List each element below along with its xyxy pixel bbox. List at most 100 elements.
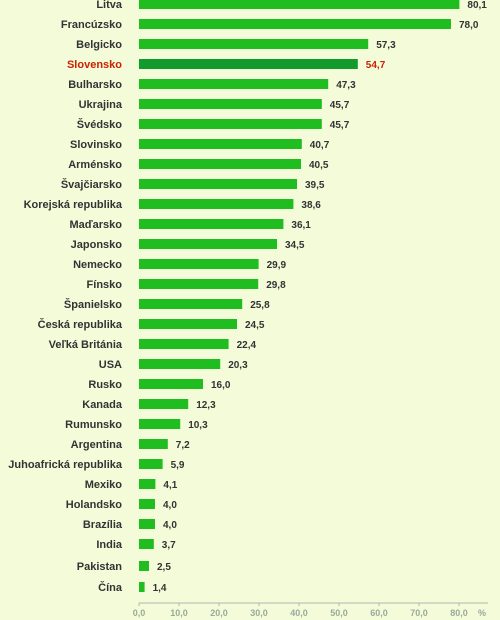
x-tick-label: 70,0 <box>410 608 428 618</box>
value-label: 45,7 <box>330 100 350 111</box>
category-label: Japonsko <box>71 239 123 251</box>
category-label: Česká republika <box>38 318 123 331</box>
bar <box>139 319 237 329</box>
category-label: Belgicko <box>76 39 122 51</box>
bar <box>139 59 358 69</box>
value-label: 29,8 <box>266 280 286 291</box>
bar <box>139 239 277 249</box>
value-label: 40,5 <box>309 160 329 171</box>
value-label: 22,4 <box>237 340 257 351</box>
bar <box>139 439 168 449</box>
x-tick-label: 20,0 <box>210 608 228 618</box>
category-label: Argentina <box>71 439 123 451</box>
bar <box>139 459 163 469</box>
category-label: Korejská republika <box>24 199 123 211</box>
bar <box>139 179 297 189</box>
category-label: Švédsko <box>77 118 123 131</box>
x-tick-label: 60,0 <box>370 608 388 618</box>
value-label: 4,0 <box>163 500 177 511</box>
bar <box>139 0 460 9</box>
value-label: 80,1 <box>467 0 487 11</box>
category-label: Pakistan <box>77 561 123 573</box>
bar <box>139 299 243 309</box>
bar <box>139 539 154 549</box>
category-label: India <box>96 539 123 551</box>
value-label: 16,0 <box>211 380 231 391</box>
category-label: Bulharsko <box>68 79 122 91</box>
bar <box>139 519 155 529</box>
value-label: 20,3 <box>228 360 248 371</box>
x-tick-label: 50,0 <box>330 608 348 618</box>
bar <box>139 99 322 109</box>
value-label: 57,3 <box>376 40 396 51</box>
bar <box>139 139 302 149</box>
x-tick-label: 0,0 <box>133 608 146 618</box>
x-tick-label: 10,0 <box>170 608 188 618</box>
value-label: 5,9 <box>171 460 185 471</box>
category-label: Francúzsko <box>61 19 122 31</box>
value-label: 39,5 <box>305 180 325 191</box>
bar <box>139 379 203 389</box>
category-label: USA <box>99 359 122 371</box>
value-label: 38,6 <box>301 200 321 211</box>
chart-rows: Litva 80,1 Francúzsko 78,0 Belgicko 57,3 Slove… <box>8 0 487 594</box>
x-tick-label: 80,0 <box>450 608 468 618</box>
category-label: Brazília <box>83 519 123 531</box>
value-label: 10,3 <box>188 420 208 431</box>
category-label: Švajčiarsko <box>61 178 122 191</box>
x-tick-label: 30,0 <box>250 608 268 618</box>
x-axis-ticks: 0,0 10,0 20,0 30,0 40,0 50,0 60,0 70,0 80,0 <box>133 603 468 618</box>
category-label: Holandsko <box>66 499 123 511</box>
value-label: 3,7 <box>162 540 176 551</box>
category-label: Juhoafrická republika <box>8 459 123 471</box>
category-label: Arménsko <box>68 159 122 171</box>
value-label: 2,5 <box>157 562 171 573</box>
bar <box>139 359 221 369</box>
bar <box>139 219 284 229</box>
category-label: Slovinsko <box>70 139 122 151</box>
value-label: 7,2 <box>176 440 190 451</box>
category-label: Nemecko <box>73 259 122 271</box>
bar <box>139 279 259 289</box>
bar <box>139 159 301 169</box>
bar <box>139 79 329 89</box>
value-label: 4,0 <box>163 520 177 531</box>
category-label: Slovensko <box>67 59 122 71</box>
category-label: Mexiko <box>85 479 123 491</box>
x-tick-label: 40,0 <box>290 608 308 618</box>
bar <box>139 499 155 509</box>
category-label: Litva <box>96 0 123 11</box>
value-label: 47,3 <box>336 80 356 91</box>
bar <box>139 399 189 409</box>
value-label: 25,8 <box>250 300 270 311</box>
value-label: 40,7 <box>310 140 330 151</box>
bar <box>139 119 322 129</box>
category-label: Maďarsko <box>69 219 122 231</box>
x-axis-unit-label: % <box>478 608 486 618</box>
bar <box>139 479 156 489</box>
category-label: Rumunsko <box>65 419 122 431</box>
category-label: Čína <box>98 581 123 594</box>
value-label: 29,9 <box>267 260 287 271</box>
bar <box>139 259 259 269</box>
value-label: 4,1 <box>163 480 177 491</box>
value-label: 1,4 <box>153 583 167 594</box>
value-label: 45,7 <box>330 120 350 131</box>
bar <box>139 582 145 592</box>
value-label: 24,5 <box>245 320 265 331</box>
category-label: Rusko <box>88 379 122 391</box>
bar <box>139 561 149 571</box>
bar <box>139 19 451 29</box>
category-label: Kanada <box>82 399 123 411</box>
category-label: Veľká Británia <box>49 339 123 351</box>
value-label: 36,1 <box>291 220 311 231</box>
category-label: Fínsko <box>87 279 123 291</box>
value-label: 12,3 <box>196 400 216 411</box>
category-label: Ukrajina <box>79 99 123 111</box>
bar <box>139 419 181 429</box>
bar <box>139 39 369 49</box>
value-label: 78,0 <box>459 20 479 31</box>
bar <box>139 339 229 349</box>
category-label: Španielsko <box>64 298 122 311</box>
